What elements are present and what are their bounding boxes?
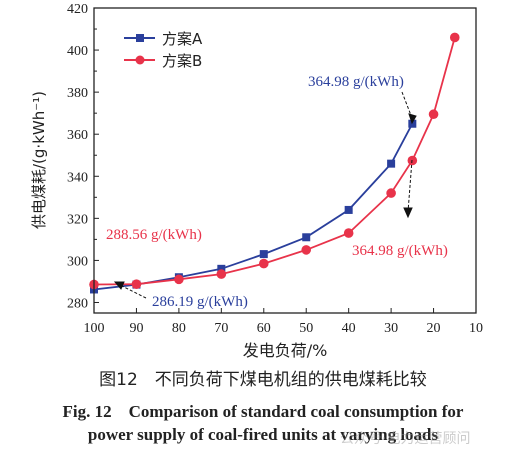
x-tick-label: 80 xyxy=(172,321,186,336)
data-point-a xyxy=(387,159,396,168)
annotation-b-mid: 364.98 g/(kWh) xyxy=(352,243,448,259)
chart: 100 90 80 70 60 50 40 30 20 10 280 300 320 340 360 380 4… xyxy=(30,2,483,360)
annotation-arrows xyxy=(113,91,417,299)
data-point-a xyxy=(217,264,226,273)
data-point-b xyxy=(428,109,439,120)
axis-ticks: 100 90 80 70 60 50 40 30 20 10 280 300 320 340 360 380 4… xyxy=(67,2,483,336)
legend: 方案A 方案B xyxy=(124,30,203,70)
figure-caption-en-line1: Fig. 12 Comparison of standard coal cons… xyxy=(62,402,464,421)
y-tick-label: 280 xyxy=(67,296,88,311)
data-point-a xyxy=(344,205,353,214)
y-tick-label: 400 xyxy=(67,44,88,59)
x-tick-label: 60 xyxy=(257,321,271,336)
data-point-b xyxy=(174,274,184,285)
y-tick-label: 380 xyxy=(67,86,88,101)
x-tick-label: 30 xyxy=(384,321,398,336)
x-tick-label: 40 xyxy=(342,321,356,336)
annotation-b-start: 288.56 g/(kWh) xyxy=(106,227,202,243)
y-tick-label: 360 xyxy=(67,128,88,143)
x-tick-label: 70 xyxy=(214,321,228,336)
figure-caption-cn: 图12 不同负荷下煤电机组的供电煤耗比较 xyxy=(99,370,427,390)
data-point-b xyxy=(343,228,354,238)
data-point-b xyxy=(449,32,460,43)
plot-frame xyxy=(93,7,477,314)
x-tick-label: 20 xyxy=(427,321,441,336)
data-point-b xyxy=(386,188,396,198)
y-tick-label: 340 xyxy=(67,170,88,185)
figure-caption-en-line2: power supply of coal-fired units at vary… xyxy=(87,425,439,444)
y-tick-label: 300 xyxy=(67,254,88,269)
x-tick-label: 50 xyxy=(299,321,313,336)
data-point-b xyxy=(216,269,227,279)
data-point-b xyxy=(301,245,312,255)
watermark: 公众号·电力运营顾问 xyxy=(340,431,471,447)
data-point-b xyxy=(131,279,142,289)
y-tick-label: 320 xyxy=(67,212,88,227)
annotation-a-end: 364.98 g/(kWh) xyxy=(308,74,404,90)
series-line-a xyxy=(93,123,414,291)
x-tick-label: 10 xyxy=(469,321,483,336)
data-point-a xyxy=(408,119,417,128)
y-tick-label: 420 xyxy=(67,2,88,17)
data-point-a xyxy=(302,233,311,242)
legend-label-a: 方案A xyxy=(162,30,203,48)
x-tick-label: 100 xyxy=(84,321,105,336)
x-axis-title: 发电负荷/% xyxy=(243,341,328,360)
x-tick-label: 90 xyxy=(129,321,143,336)
y-axis-title: 供电煤耗/(g·kWh⁻¹) xyxy=(30,91,48,229)
data-point-b xyxy=(258,258,269,269)
legend-label-b: 方案B xyxy=(162,52,202,70)
annotation-a-start: 286.19 g/(kWh) xyxy=(152,294,248,310)
data-point-a xyxy=(259,250,268,259)
